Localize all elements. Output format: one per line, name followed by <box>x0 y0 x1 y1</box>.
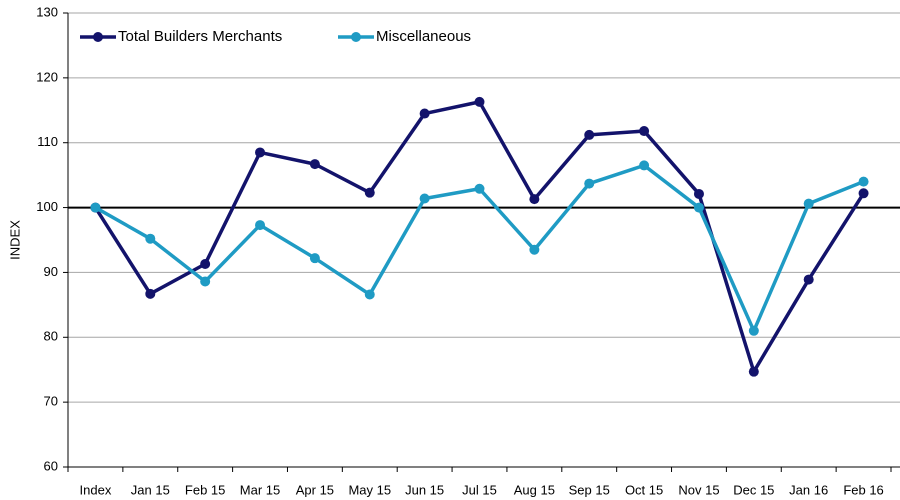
x-tick-label: Nov 15 <box>678 482 719 497</box>
data-point <box>639 160 650 171</box>
data-point <box>255 220 266 231</box>
x-tick-label: Sep 15 <box>569 482 610 497</box>
data-point <box>529 194 540 205</box>
legend-label: Total Builders Merchants <box>118 28 282 45</box>
data-point <box>309 253 320 264</box>
x-tick-label: Jan 15 <box>131 482 170 497</box>
data-point <box>364 187 375 198</box>
x-tick-label: Jul 15 <box>462 482 497 497</box>
legend-marker <box>351 32 361 42</box>
data-point <box>748 366 759 377</box>
data-point <box>803 198 814 209</box>
data-point <box>145 233 156 244</box>
data-point <box>419 108 430 119</box>
y-tick-label: 90 <box>44 264 58 279</box>
y-axis-label: INDEX <box>7 220 22 260</box>
y-tick-label: 110 <box>37 134 58 149</box>
data-point <box>858 188 869 199</box>
x-tick-label: Feb 16 <box>843 482 883 497</box>
data-point <box>584 178 595 189</box>
x-tick-label: May 15 <box>348 482 391 497</box>
y-tick-label: 80 <box>44 329 58 344</box>
data-point <box>529 244 540 255</box>
x-tick-label: Mar 15 <box>240 482 280 497</box>
data-point <box>364 289 375 300</box>
data-point <box>693 202 704 213</box>
y-tick-label: 100 <box>36 199 58 214</box>
x-tick-label: Aug 15 <box>514 482 555 497</box>
y-tick-label: 130 <box>36 4 58 19</box>
data-point <box>90 202 101 213</box>
legend-marker <box>93 32 103 42</box>
x-tick-label: Jan 16 <box>789 482 828 497</box>
data-point <box>584 129 595 140</box>
data-point <box>309 159 320 170</box>
data-point <box>748 325 759 336</box>
data-point <box>419 193 430 204</box>
data-point <box>145 288 156 299</box>
legend-label: Miscellaneous <box>376 28 471 45</box>
data-point <box>693 188 704 199</box>
x-tick-label: Oct 15 <box>625 482 663 497</box>
data-point <box>474 96 485 107</box>
data-point <box>255 147 266 158</box>
y-tick-label: 60 <box>44 458 58 473</box>
data-point <box>200 258 211 269</box>
data-point <box>200 276 211 287</box>
data-point <box>474 183 485 194</box>
data-point <box>803 274 814 285</box>
x-tick-label: Dec 15 <box>733 482 774 497</box>
x-tick-label: Jun 15 <box>405 482 444 497</box>
x-tick-label: Apr 15 <box>296 482 334 497</box>
y-tick-label: 120 <box>36 69 58 84</box>
data-point <box>858 176 869 187</box>
x-tick-label: Index <box>80 482 112 497</box>
y-tick-label: 70 <box>44 394 58 409</box>
x-tick-label: Feb 15 <box>185 482 225 497</box>
data-point <box>639 126 650 137</box>
